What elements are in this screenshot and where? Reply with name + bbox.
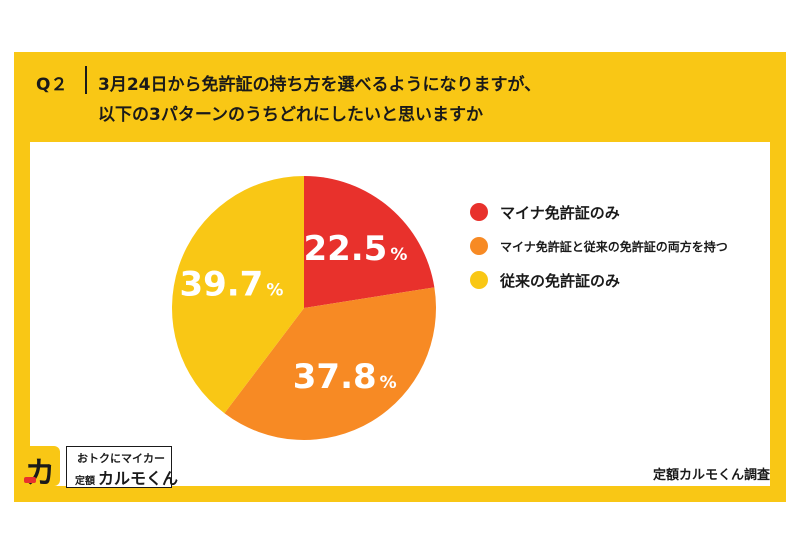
- logo-brand: カルモくん: [98, 469, 179, 488]
- question-divider: [85, 66, 87, 94]
- legend-swatch: [470, 203, 488, 221]
- logo-mark: カ: [20, 446, 60, 491]
- legend-label: マイナ免許証と従来の免許証の両方を持つ: [500, 239, 728, 254]
- legend-label: マイナ免許証のみ: [500, 203, 620, 222]
- logo-tagline: おトクにマイカー: [77, 452, 165, 465]
- pie-slice: [304, 176, 435, 308]
- logo-glyph: カ: [25, 456, 55, 491]
- legend-swatch: [470, 237, 488, 255]
- logo-name: 定額 カルモくん: [75, 465, 178, 489]
- brand-logo: カ おトクにマイカー 定額 カルモくん: [20, 444, 178, 491]
- pie-slice: [224, 287, 436, 441]
- legend-swatch: [470, 271, 488, 289]
- question-number: Q２: [36, 75, 68, 95]
- legend-item-traditional-only: 従来の免許証のみ: [470, 263, 728, 297]
- pie-slice: [171, 176, 304, 414]
- question-text-line2: 以下の3パターンのうちどれにしたいと思いますか: [98, 105, 483, 125]
- car-icon: [24, 477, 36, 483]
- chart-legend: マイナ免許証のみ マイナ免許証と従来の免許証の両方を持つ 従来の免許証のみ: [470, 195, 728, 297]
- legend-item-mynumber-only: マイナ免許証のみ: [470, 195, 728, 229]
- question-text-line1: 3月24日から免許証の持ち方を選べるようになりますが、: [98, 75, 542, 95]
- legend-item-both: マイナ免許証と従来の免許証の両方を持つ: [470, 229, 728, 263]
- legend-label: 従来の免許証のみ: [500, 271, 621, 290]
- logo-prefix: 定額: [75, 476, 95, 487]
- logo-wordmark: おトクにマイカー 定額 カルモくん: [66, 446, 178, 488]
- pie-chart: 22.5 %37.8 %39.7%: [171, 176, 436, 441]
- source-credit: 定額カルモくん調査: [652, 468, 770, 483]
